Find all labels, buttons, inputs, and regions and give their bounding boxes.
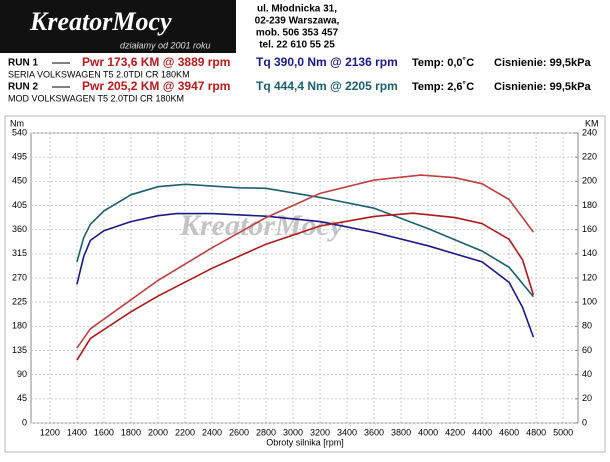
x-tick-label: 1800 <box>121 427 141 437</box>
y-tick-label: 495 <box>12 152 27 162</box>
y-tick-label: 270 <box>12 272 27 282</box>
y-tick-label: 90 <box>17 369 27 379</box>
chart-frame <box>4 115 606 453</box>
run-car: SERIA VOLKSWAGEN T5 2.0TDI CR 180KM <box>8 69 190 79</box>
curve <box>76 212 535 338</box>
x-tick-label: 4200 <box>445 427 465 437</box>
address-line: mob. 506 353 457 <box>256 28 339 39</box>
y2-tick-label: 180 <box>582 200 597 210</box>
y-tick-label: 315 <box>12 248 27 258</box>
y-tick-label: 45 <box>17 393 27 403</box>
y-tick-label: 135 <box>12 345 27 355</box>
x-tick-label: 2600 <box>229 427 249 437</box>
logo-box <box>0 0 236 53</box>
run-pressure: Cisnienie: 99,5kPa <box>494 81 591 93</box>
x-tick-label: 1600 <box>94 427 114 437</box>
y2-tick-label: 200 <box>582 176 597 186</box>
y2-tick-label: 120 <box>582 272 597 282</box>
x-tick-label: 5000 <box>553 427 573 437</box>
x-tick-label: 3400 <box>337 427 357 437</box>
curve <box>76 183 535 298</box>
x-tick-label: 4400 <box>472 427 492 437</box>
curve <box>76 212 535 361</box>
x-tick-label: 2200 <box>175 427 195 437</box>
x-tick-label: 4000 <box>418 427 438 437</box>
y-tick-label: 540 <box>12 127 27 137</box>
y2-tick-label: 60 <box>582 345 592 355</box>
x-tick-label: 2000 <box>148 427 168 437</box>
address-line: tel. 22 610 55 25 <box>259 40 335 51</box>
y2-tick-label: 40 <box>582 369 592 379</box>
x-axis-label: Obroty silnika [rpm] <box>266 437 344 447</box>
y2-tick-label: 140 <box>582 248 597 258</box>
y-tick-label: 450 <box>12 176 27 186</box>
x-tick-label: 4600 <box>499 427 519 437</box>
run-power: Pwr 173,6 KM @ 3889 rpm <box>82 55 230 69</box>
x-tick-label: 3600 <box>364 427 384 437</box>
x-tick-label: 2800 <box>256 427 276 437</box>
run-label: RUN 2 <box>8 82 38 93</box>
run-power: Pwr 205,2 KM @ 3947 rpm <box>82 79 230 93</box>
y-tick-label: 360 <box>12 224 27 234</box>
run-temp: Temp: 0,0˚C <box>412 57 474 69</box>
y2-tick-label: 160 <box>582 224 597 234</box>
x-tick-label: 3200 <box>310 427 330 437</box>
y2-tick-label: 240 <box>582 127 597 137</box>
address-line: ul. Młodnicka 31, <box>257 4 337 15</box>
x-tick-label: 3000 <box>283 427 303 437</box>
x-tick-label: 3800 <box>391 427 411 437</box>
y2-tick-label: 20 <box>582 393 592 403</box>
y2-tick-label: 100 <box>582 297 597 307</box>
y2-tick-label: 80 <box>582 321 592 331</box>
run-torque: Tq 390,0 Nm @ 2136 rpm <box>256 55 398 69</box>
x-tick-label: 4800 <box>526 427 546 437</box>
run-pressure: Cisnienie: 99,5kPa <box>494 57 591 69</box>
x-tick-label: 1400 <box>67 427 87 437</box>
run-torque: Tq 444,4 Nm @ 2205 rpm <box>256 79 398 93</box>
address-line: 02-239 Warszawa, <box>255 16 340 27</box>
y2-axis-label: KM <box>585 118 599 128</box>
run-label: RUN 1 <box>8 58 38 69</box>
slogan: działamy od 2001 roku <box>120 40 211 50</box>
x-tick-label: 1200 <box>40 427 60 437</box>
y-tick-label: 225 <box>12 297 27 307</box>
curve <box>76 174 535 349</box>
y2-tick-label: 220 <box>582 152 597 162</box>
x-tick-label: 2400 <box>202 427 222 437</box>
run-car: MOD VOLKSWAGEN T5 2.0TDI CR 180KM <box>8 93 184 103</box>
y2-tick-label: 0 <box>582 417 587 427</box>
y-axis-label: Nm <box>10 118 24 128</box>
y-tick-label: 180 <box>12 321 27 331</box>
run-temp: Temp: 2,6˚C <box>412 81 474 93</box>
y-tick-label: 405 <box>12 200 27 210</box>
logo: KreatorMocy <box>29 7 172 36</box>
y-tick-label: 0 <box>22 417 27 427</box>
